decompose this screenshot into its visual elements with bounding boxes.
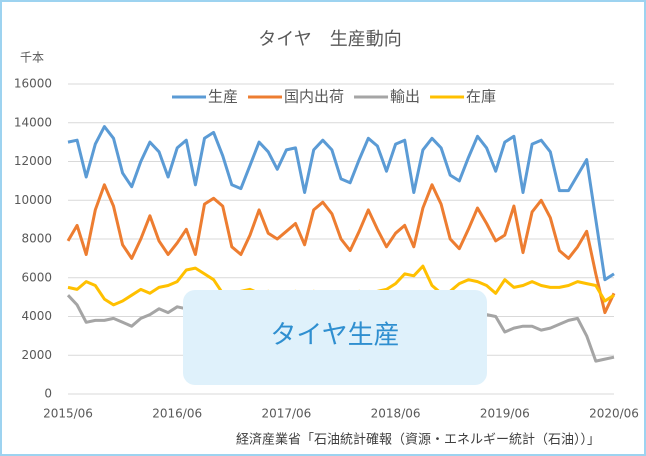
plot-area: 0 2000 4000 6000 8000 10000 12000 14000 16000 201…	[14, 77, 639, 421]
x-tick-label: 2019/06	[480, 407, 530, 421]
y-tick-label: 2000	[21, 348, 52, 362]
x-tick-label: 2017/06	[261, 407, 311, 421]
y-unit: 千本	[20, 51, 44, 65]
y-tick-label: 12000	[14, 154, 52, 168]
legend-label: 生産	[208, 88, 238, 106]
source: 経済産業省「石油統計確報（資源・エネルギー統計（石油））」	[236, 432, 600, 448]
x-tick-label: 2020/06	[589, 407, 639, 421]
y-tick-label: 0	[44, 387, 52, 401]
y-tick-label: 4000	[21, 309, 52, 323]
annotation: タイヤ生産	[270, 321, 399, 351]
annotation-box	[183, 290, 487, 385]
y-tick-label: 14000	[14, 115, 52, 129]
x-tick-label: 2018/06	[371, 407, 421, 421]
series-line	[66, 183, 616, 315]
y-tick-label: 6000	[21, 270, 52, 284]
y-tick-label: 8000	[21, 232, 52, 246]
legend-label: 在庫	[466, 88, 496, 106]
y-tick-label: 16000	[14, 77, 52, 91]
x-tick-label: 2016/06	[152, 407, 202, 421]
y-tick-label: 10000	[14, 193, 52, 207]
legend-label: 輸出	[390, 88, 420, 106]
series-line	[67, 125, 615, 282]
legend-label: 国内出荷	[284, 88, 344, 106]
chart-title: タイヤ 生産動向	[258, 29, 401, 50]
x-tick-label: 2015/06	[43, 407, 93, 421]
